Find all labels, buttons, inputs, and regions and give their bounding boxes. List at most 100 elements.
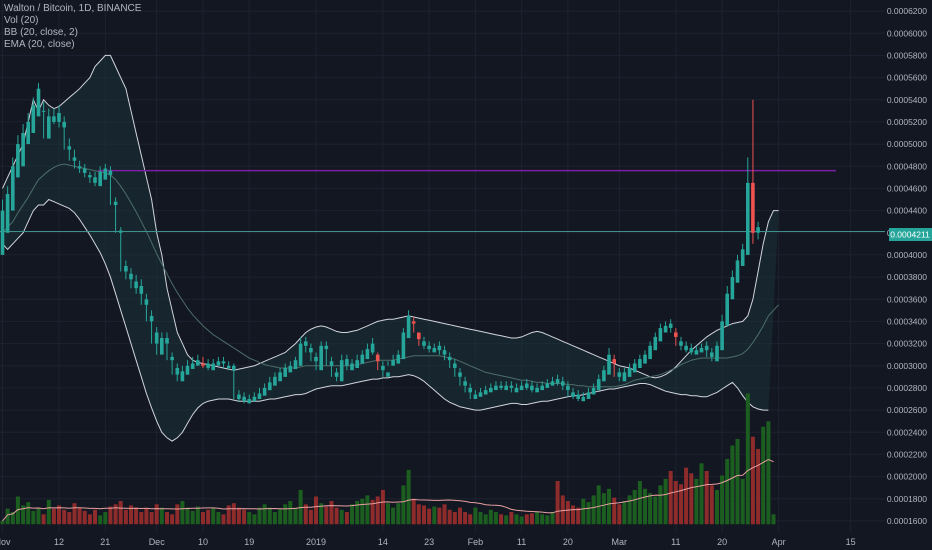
bollinger-fill [2,55,779,442]
time-axis-label: 20 [717,537,727,547]
volume-bar [565,501,570,525]
volume-bar [694,478,699,525]
candle [350,359,354,371]
volume-bar [314,496,318,525]
candle-body [232,365,236,371]
price-axis-label: 0.0002000 [887,472,927,482]
candle-body [684,345,688,351]
candle [360,350,365,364]
candle [154,327,159,355]
chart-legend: Walton / Bitcoin, 1D, BINANCE Vol (20) B… [4,3,141,51]
candle [355,354,359,368]
volume-bar [432,506,437,525]
volume-bar [617,504,622,525]
candle-body [730,277,735,300]
price-axis-label: 0.0004600 [887,183,927,193]
volume-bar [113,504,118,525]
candle-body [345,359,349,366]
candle-body [607,354,611,375]
candle-body [596,379,601,391]
candle [72,149,77,169]
candle-body [417,332,421,340]
candle-body [689,348,694,353]
legend-volume[interactable]: Vol (20) [4,15,39,26]
candle [643,350,647,364]
volume-bar [344,512,349,525]
candle-body [653,336,658,351]
candle [175,363,180,382]
candle [381,361,385,377]
price-axis[interactable]: 0.0006200 0.0006000 0.0005800 0.0005600 0.00… [887,6,927,526]
volume-bar [406,469,411,525]
volume-bar [31,510,36,525]
candle-body [396,354,401,364]
candle-body [370,343,375,353]
candle [679,336,683,351]
candle-body [442,350,447,355]
bollinger-bands [2,54,779,442]
candle [576,390,580,402]
candle-body [268,382,272,391]
candle [124,260,128,280]
volume-bar [668,471,673,525]
volume-bar [10,512,15,525]
volume-bar [272,512,277,525]
candle-body [293,360,298,370]
candle [304,336,308,353]
candle [401,328,406,360]
time-axis-label: Nov [0,537,11,547]
candle-body [704,345,709,351]
volume-bar [427,508,432,525]
volume-bar [504,515,509,525]
candle [674,328,678,346]
price-axis-label: 0.0004000 [887,250,927,260]
candle-body [226,365,231,368]
candle [653,332,658,351]
candle [411,317,416,333]
candle [31,97,36,133]
time-axis-label: Mar [612,537,628,547]
candle-body [304,341,308,346]
volume-bar [766,421,771,525]
candle [648,341,652,360]
candle-body [108,170,113,176]
volume-bar [46,499,51,525]
candle [751,99,755,244]
candle [26,113,30,145]
time-axis-label: 21 [100,537,110,547]
candle-body [36,88,41,117]
candle [668,319,673,333]
volume-bar [262,504,267,525]
candle [339,354,344,382]
volume-bar [180,501,185,525]
time-axis[interactable]: Nov 12 21 Dec 10 19 2019 14 23 Feb 11 20 Mar 11 20 Apr 1… [0,537,856,547]
candle [453,359,457,377]
candle-body [509,385,514,388]
candle-body [648,345,652,360]
candle-body [458,372,462,377]
volume-bar [144,508,149,525]
volume-bar [663,478,668,525]
candle-body [530,385,534,391]
volume-bar [15,496,20,525]
candles[interactable] [0,83,760,404]
candle [715,341,719,362]
candle [67,138,72,161]
volume-bar [103,512,108,525]
candle [704,341,709,357]
candle-body [674,332,678,337]
candle [288,361,293,373]
candle [314,352,318,371]
volume-bar [175,504,180,525]
volume-bar [154,504,159,525]
candle [98,166,102,187]
price-axis-label: 0.0003600 [887,294,927,304]
legend-bollinger[interactable]: BB (20, close, 2) [4,27,78,38]
volume-bar [216,512,221,525]
candle-body [545,383,550,388]
volume-bar [350,504,354,525]
candle [437,341,442,355]
legend-ema[interactable]: EMA (20, close) [4,39,75,50]
